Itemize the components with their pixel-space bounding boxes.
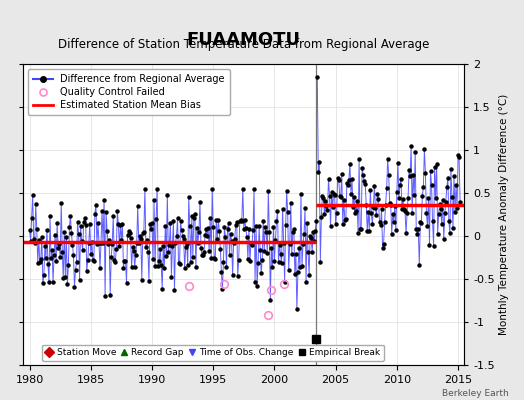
Text: Berkeley Earth: Berkeley Earth — [442, 389, 508, 398]
Legend: Station Move, Record Gap, Time of Obs. Change, Empirical Break: Station Move, Record Gap, Time of Obs. C… — [42, 344, 384, 361]
Text: Difference of Station Temperature Data from Regional Average: Difference of Station Temperature Data f… — [58, 38, 430, 51]
Y-axis label: Monthly Temperature Anomaly Difference (°C): Monthly Temperature Anomaly Difference (… — [499, 94, 509, 336]
Title: FUAAMOTU: FUAAMOTU — [187, 31, 301, 49]
